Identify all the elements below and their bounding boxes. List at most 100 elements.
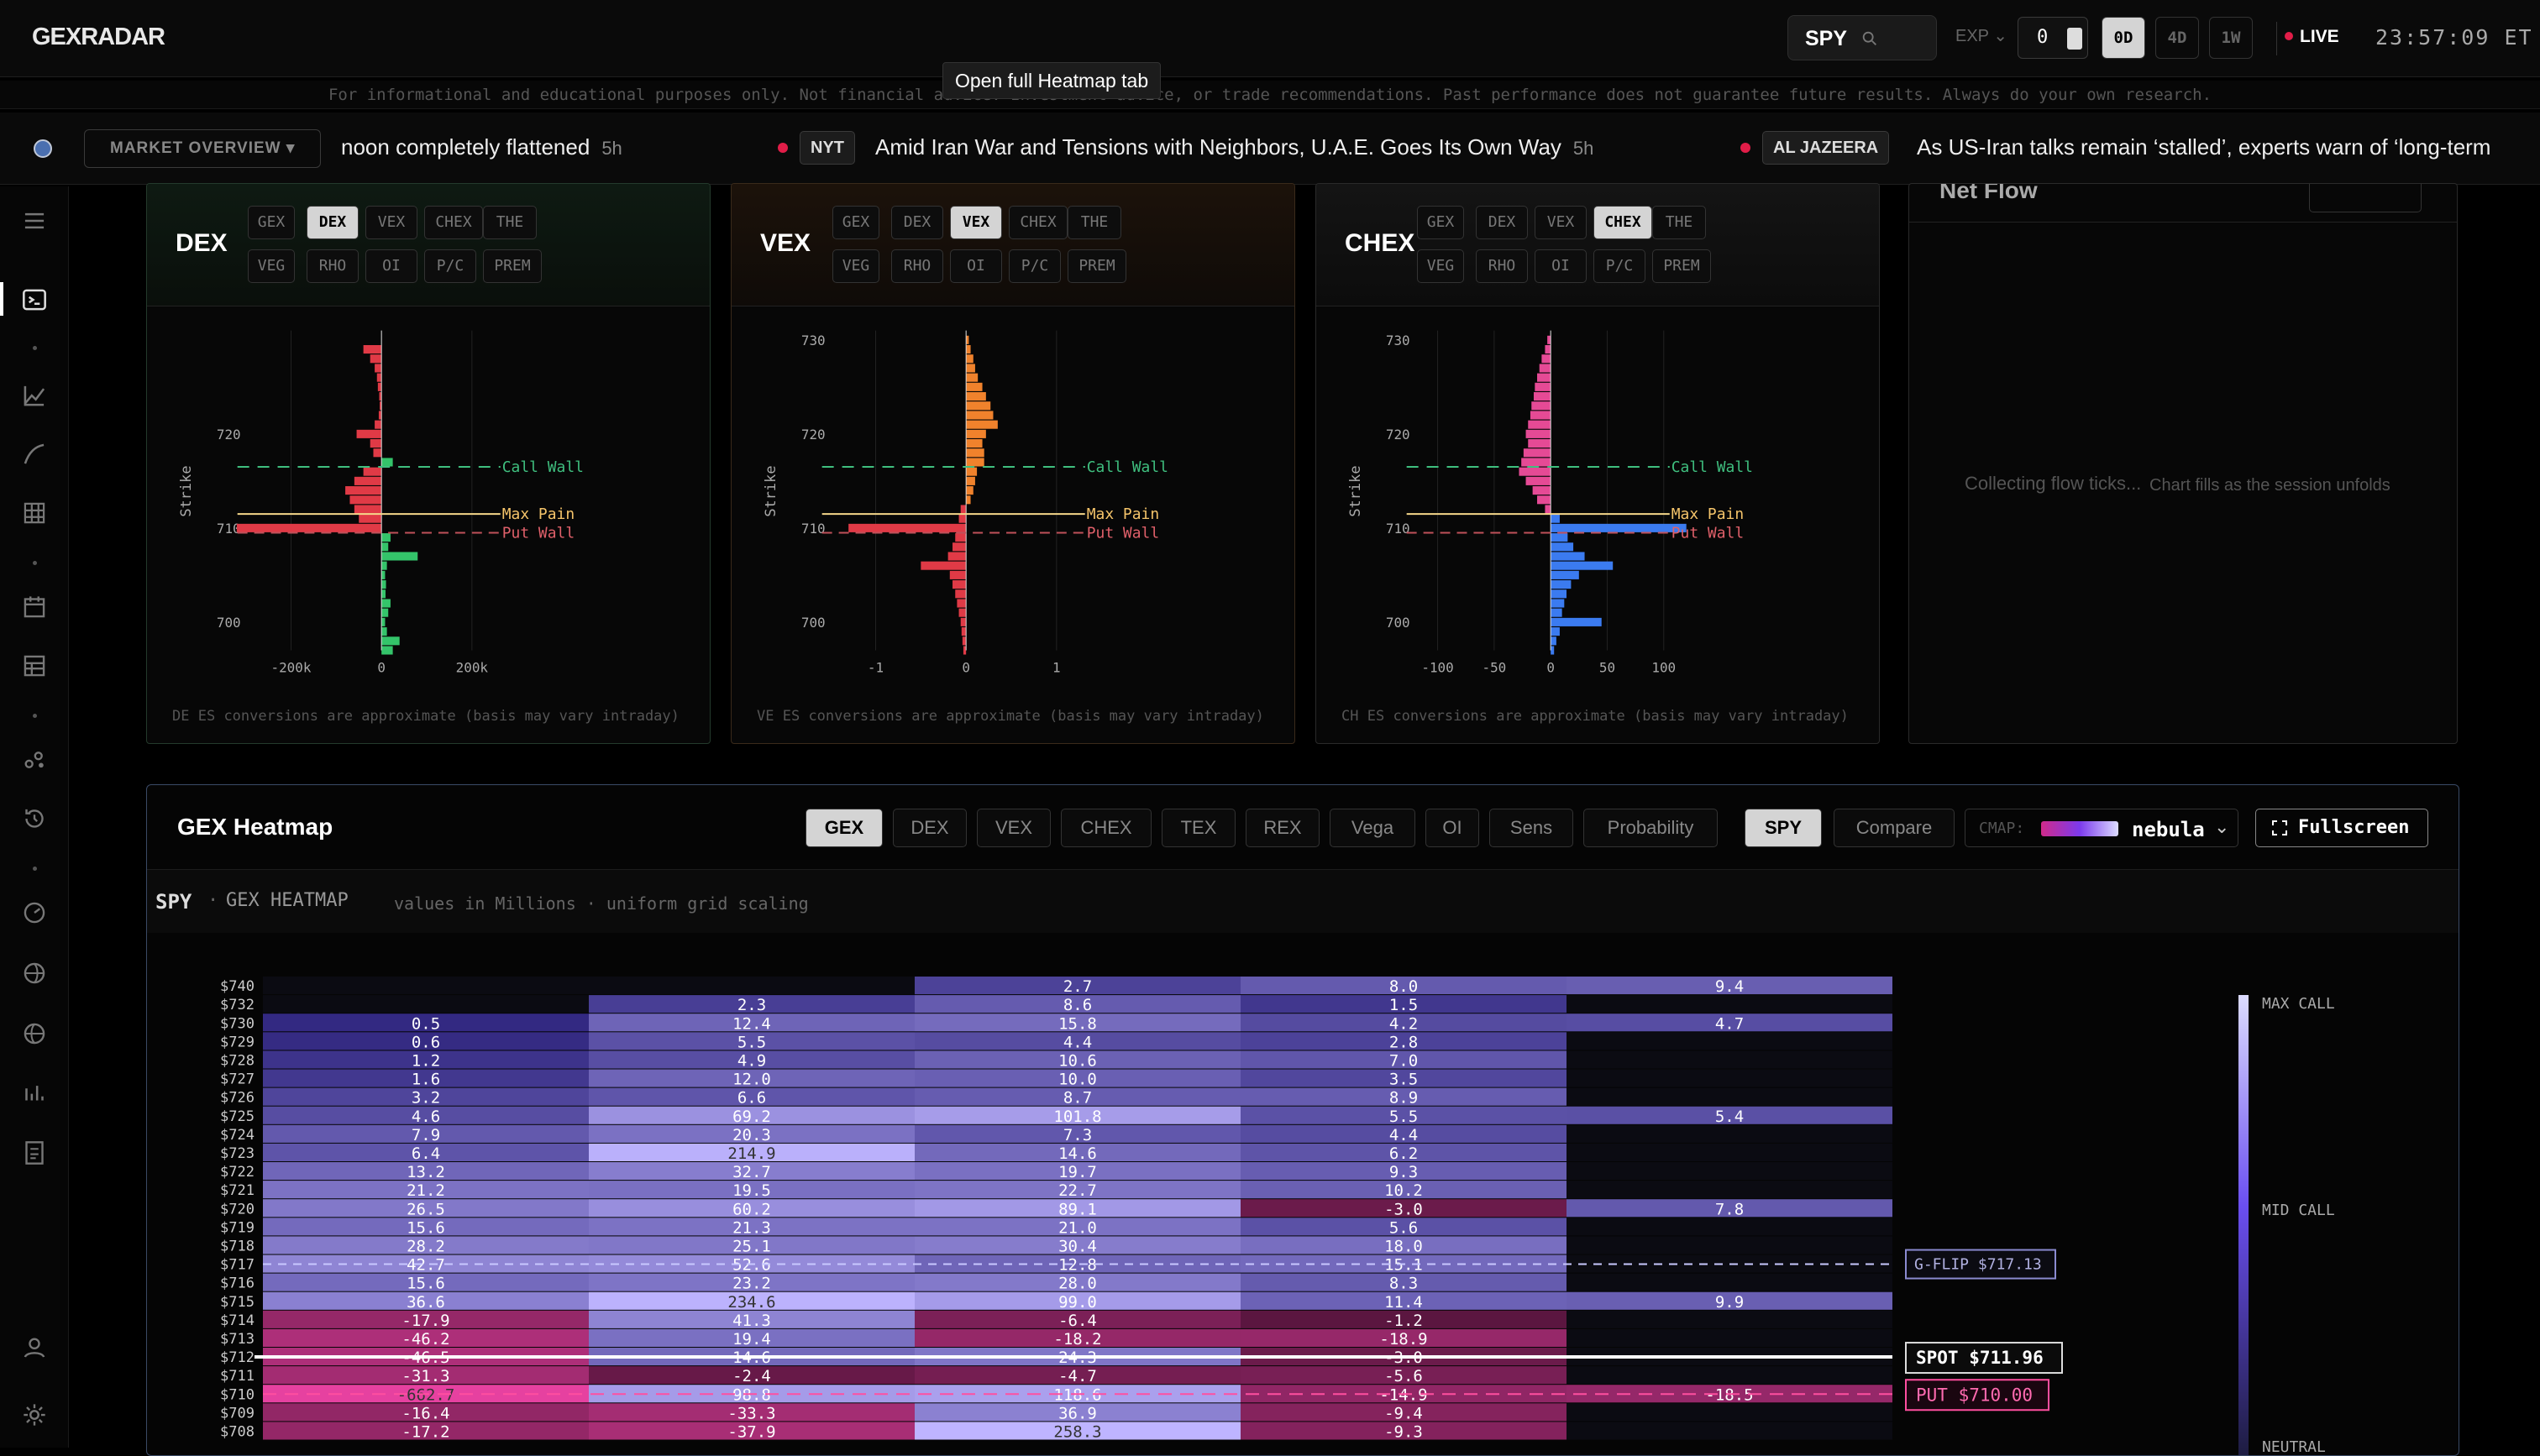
terminal-icon[interactable] (18, 284, 50, 316)
metric-veg-button[interactable]: VEG (1417, 249, 1464, 283)
metric-rho-button[interactable]: RHO (307, 249, 359, 283)
strike-bar (363, 344, 382, 354)
scatter-icon[interactable] (18, 744, 50, 776)
bars-icon[interactable] (18, 1076, 50, 1108)
heatmap-cell (263, 1236, 589, 1254)
metric-prem-button[interactable]: PREM (1652, 249, 1711, 283)
heatmap-tab-vex[interactable]: VEX (977, 809, 1051, 847)
metric-prem-button[interactable]: PREM (483, 249, 542, 283)
metric-gex-button[interactable]: GEX (248, 206, 295, 239)
metric-rho-button[interactable]: RHO (891, 249, 943, 283)
app-logo[interactable]: GEXRADAR (32, 24, 165, 50)
target-icon[interactable] (18, 897, 50, 929)
metric-veg-button[interactable]: VEG (832, 249, 879, 283)
metric-chex-button[interactable]: CHEX (424, 206, 483, 239)
call-wall-label: Call Wall (502, 458, 584, 476)
world-icon[interactable] (18, 957, 50, 989)
metric-the-button[interactable]: THE (1068, 206, 1121, 239)
gflip-marker (1905, 1249, 2056, 1280)
heatmap-tab-gex[interactable]: GEX (806, 809, 883, 847)
panel-title: CHEX (1345, 229, 1415, 257)
heatmap-value: 4.4 (1063, 1033, 1092, 1051)
metric-vex-button[interactable]: VEX (365, 206, 417, 239)
metric-oi-button[interactable]: OI (950, 249, 1002, 283)
heatmap-cell (1567, 1273, 1892, 1291)
news-item[interactable]: Amid Iran War and Tensions with Neighbor… (875, 134, 1593, 160)
metric-the-button[interactable]: THE (483, 206, 537, 239)
document-icon[interactable] (18, 1137, 50, 1169)
heatmap-tab-rex[interactable]: REX (1246, 809, 1320, 847)
mode-compare-tab[interactable]: Compare (1834, 809, 1955, 847)
metric-prem-button[interactable]: PREM (1068, 249, 1126, 283)
range-1w-button[interactable]: 1W (2209, 17, 2253, 59)
expiry-days-input[interactable]: 0 (2018, 17, 2088, 59)
strike-bar (375, 364, 382, 373)
settings-icon[interactable] (18, 1399, 50, 1431)
metric-chex-button[interactable]: CHEX (1009, 206, 1068, 239)
metric-vex-button[interactable]: VEX (1535, 206, 1587, 239)
heatmap-subtitle: GEX HEATMAP (226, 890, 349, 911)
metric-pc-button[interactable]: P/C (1593, 249, 1645, 283)
heatmap-tab-tex[interactable]: TEX (1162, 809, 1236, 847)
heatmap-value: -5.6 (1384, 1367, 1423, 1385)
metric-pc-button[interactable]: P/C (1009, 249, 1061, 283)
expiry-dropdown[interactable]: EXP ⌄ (1955, 25, 2007, 46)
table-icon[interactable] (18, 650, 50, 682)
menu-icon[interactable] (18, 205, 50, 237)
mode-spy-tab[interactable]: SPY (1745, 809, 1822, 847)
grid-icon[interactable] (18, 497, 50, 529)
metric-rho-button[interactable]: RHO (1476, 249, 1528, 283)
heatmap-cell (1567, 1236, 1892, 1254)
history-icon[interactable] (18, 803, 50, 835)
heatmap-tab-dex[interactable]: DEX (893, 809, 967, 847)
metric-the-button[interactable]: THE (1652, 206, 1706, 239)
heatmap-tab-probability[interactable]: Probability (1583, 809, 1718, 847)
news-headline: As US-Iran talks remain ‘stalled’, exper… (1917, 134, 2491, 160)
user-icon[interactable] (18, 1332, 50, 1364)
metric-oi-button[interactable]: OI (365, 249, 417, 283)
heatmap-cell (1241, 1236, 1567, 1254)
metric-dex-button[interactable]: DEX (891, 206, 943, 239)
heatmap-value: 20.3 (732, 1126, 771, 1144)
heatmap-tab-chex[interactable]: CHEX (1061, 809, 1152, 847)
heatmap-value: -17.2 (401, 1422, 449, 1441)
put-wall-label: Put Wall (1087, 524, 1159, 542)
market-overview-button[interactable]: MARKET OVERVIEW ▾ (84, 129, 322, 168)
metric-vex-button[interactable]: VEX (950, 206, 1002, 239)
news-item[interactable]: noon completely flattened 5h (341, 134, 622, 160)
ticker-search[interactable]: SPY (1787, 15, 1937, 60)
stepper-icon[interactable] (2067, 28, 2082, 50)
metric-dex-button[interactable]: DEX (1476, 206, 1528, 239)
heatmap-tab-oi[interactable]: OI (1425, 809, 1479, 847)
calendar-icon[interactable] (18, 591, 50, 623)
metric-chex-button[interactable]: CHEX (1593, 206, 1652, 239)
heatmap-value: 11.4 (1384, 1293, 1423, 1312)
heatmap-tab-vega[interactable]: Vega (1330, 809, 1415, 847)
curve-icon[interactable] (18, 438, 50, 470)
metric-oi-button[interactable]: OI (1535, 249, 1587, 283)
metric-pc-button[interactable]: P/C (424, 249, 476, 283)
range-0d-button[interactable]: 0D (2102, 17, 2145, 59)
cmap-select[interactable]: CMAP: nebula ⌄ (1965, 809, 2238, 847)
strike-label: $717 (220, 1257, 255, 1274)
range-4d-button[interactable]: 4D (2155, 17, 2199, 59)
heatmap-cell (915, 1050, 1241, 1069)
fullscreen-button[interactable]: Fullscreen (2255, 809, 2428, 847)
expiry-label: EXP (1955, 27, 1989, 45)
heatmap-cell (1567, 1050, 1892, 1069)
metric-dex-button[interactable]: DEX (307, 206, 359, 239)
heatmap-tab-sens[interactable]: Sens (1489, 809, 1573, 847)
flow-range-select[interactable] (2309, 184, 2422, 212)
globe-nav-icon[interactable] (18, 1018, 50, 1050)
metric-gex-button[interactable]: GEX (1417, 206, 1464, 239)
metric-veg-button[interactable]: VEG (248, 249, 295, 283)
metric-gex-button[interactable]: GEX (832, 206, 879, 239)
heatmap-value: 8.6 (1063, 996, 1092, 1014)
news-item[interactable]: As US-Iran talks remain ‘stalled’, exper… (1917, 134, 2490, 160)
heatmap-cell (589, 1106, 915, 1124)
heatmap-value: 4.6 (412, 1108, 440, 1126)
heatmap-value: 4.9 (737, 1051, 766, 1070)
x-tick-label: -1 (868, 659, 884, 675)
globe-icon[interactable] (34, 139, 52, 158)
chart-line-icon[interactable] (18, 380, 50, 411)
